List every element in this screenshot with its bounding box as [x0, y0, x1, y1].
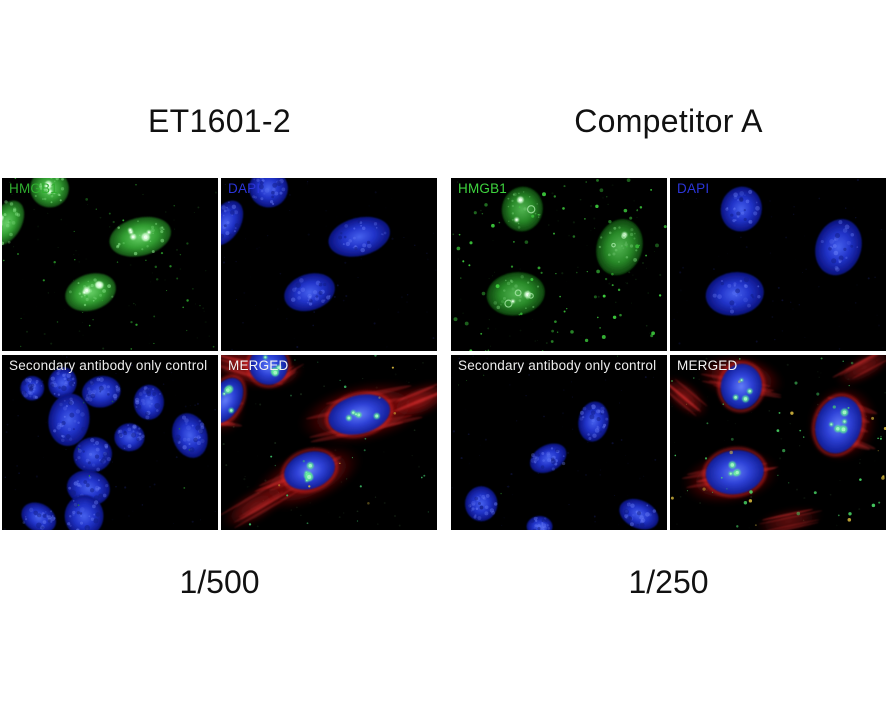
block-et1601-2: ET1601-2 HMGB1 DAPI Secondary antibody o…	[2, 0, 437, 711]
panel-secondary-control-right: Secondary antibody only control	[451, 355, 667, 530]
dapi-micrograph-left	[221, 178, 437, 351]
block-competitor-a: Competitor A HMGB1 DAPI Secondary antibo…	[451, 0, 886, 711]
merged-micrograph-right	[670, 355, 886, 530]
antibody-title-left: ET1601-2	[148, 103, 291, 139]
panel-merged-right: MERGED	[670, 355, 886, 530]
panel-label-merged-left: MERGED	[228, 358, 289, 373]
dilution-label-right: 1/250	[628, 564, 709, 600]
panel-label-hmgb1-right: HMGB1	[458, 181, 508, 196]
panel-merged-left: MERGED	[221, 355, 437, 530]
antibody-title-right: Competitor A	[574, 103, 763, 139]
hmgb1-micrograph-right	[451, 178, 667, 351]
secondary-control-micrograph-right	[451, 355, 667, 530]
dilution-label-left: 1/500	[179, 564, 260, 600]
image-grid-right: HMGB1 DAPI Secondary antibody only contr…	[451, 178, 886, 530]
merged-micrograph-left	[221, 355, 437, 530]
panel-dapi-left: DAPI	[221, 178, 437, 351]
panel-dapi-right: DAPI	[670, 178, 886, 351]
panel-hmgb1-right: HMGB1	[451, 178, 667, 351]
secondary-control-micrograph-left	[2, 355, 218, 530]
panel-label-merged-right: MERGED	[677, 358, 738, 373]
panel-label-dapi-right: DAPI	[677, 181, 710, 196]
panel-label-hmgb1-left: HMGB1	[9, 181, 59, 196]
hmgb1-micrograph-left	[2, 178, 218, 351]
panel-label-dapi-left: DAPI	[228, 181, 261, 196]
dapi-micrograph-right	[670, 178, 886, 351]
panel-hmgb1-left: HMGB1	[2, 178, 218, 351]
image-grid-left: HMGB1 DAPI Secondary antibody only contr…	[2, 178, 437, 530]
panel-label-secondary-control-left: Secondary antibody only control	[9, 358, 208, 373]
panel-secondary-control-left: Secondary antibody only control	[2, 355, 218, 530]
panel-label-secondary-control-right: Secondary antibody only control	[458, 358, 657, 373]
